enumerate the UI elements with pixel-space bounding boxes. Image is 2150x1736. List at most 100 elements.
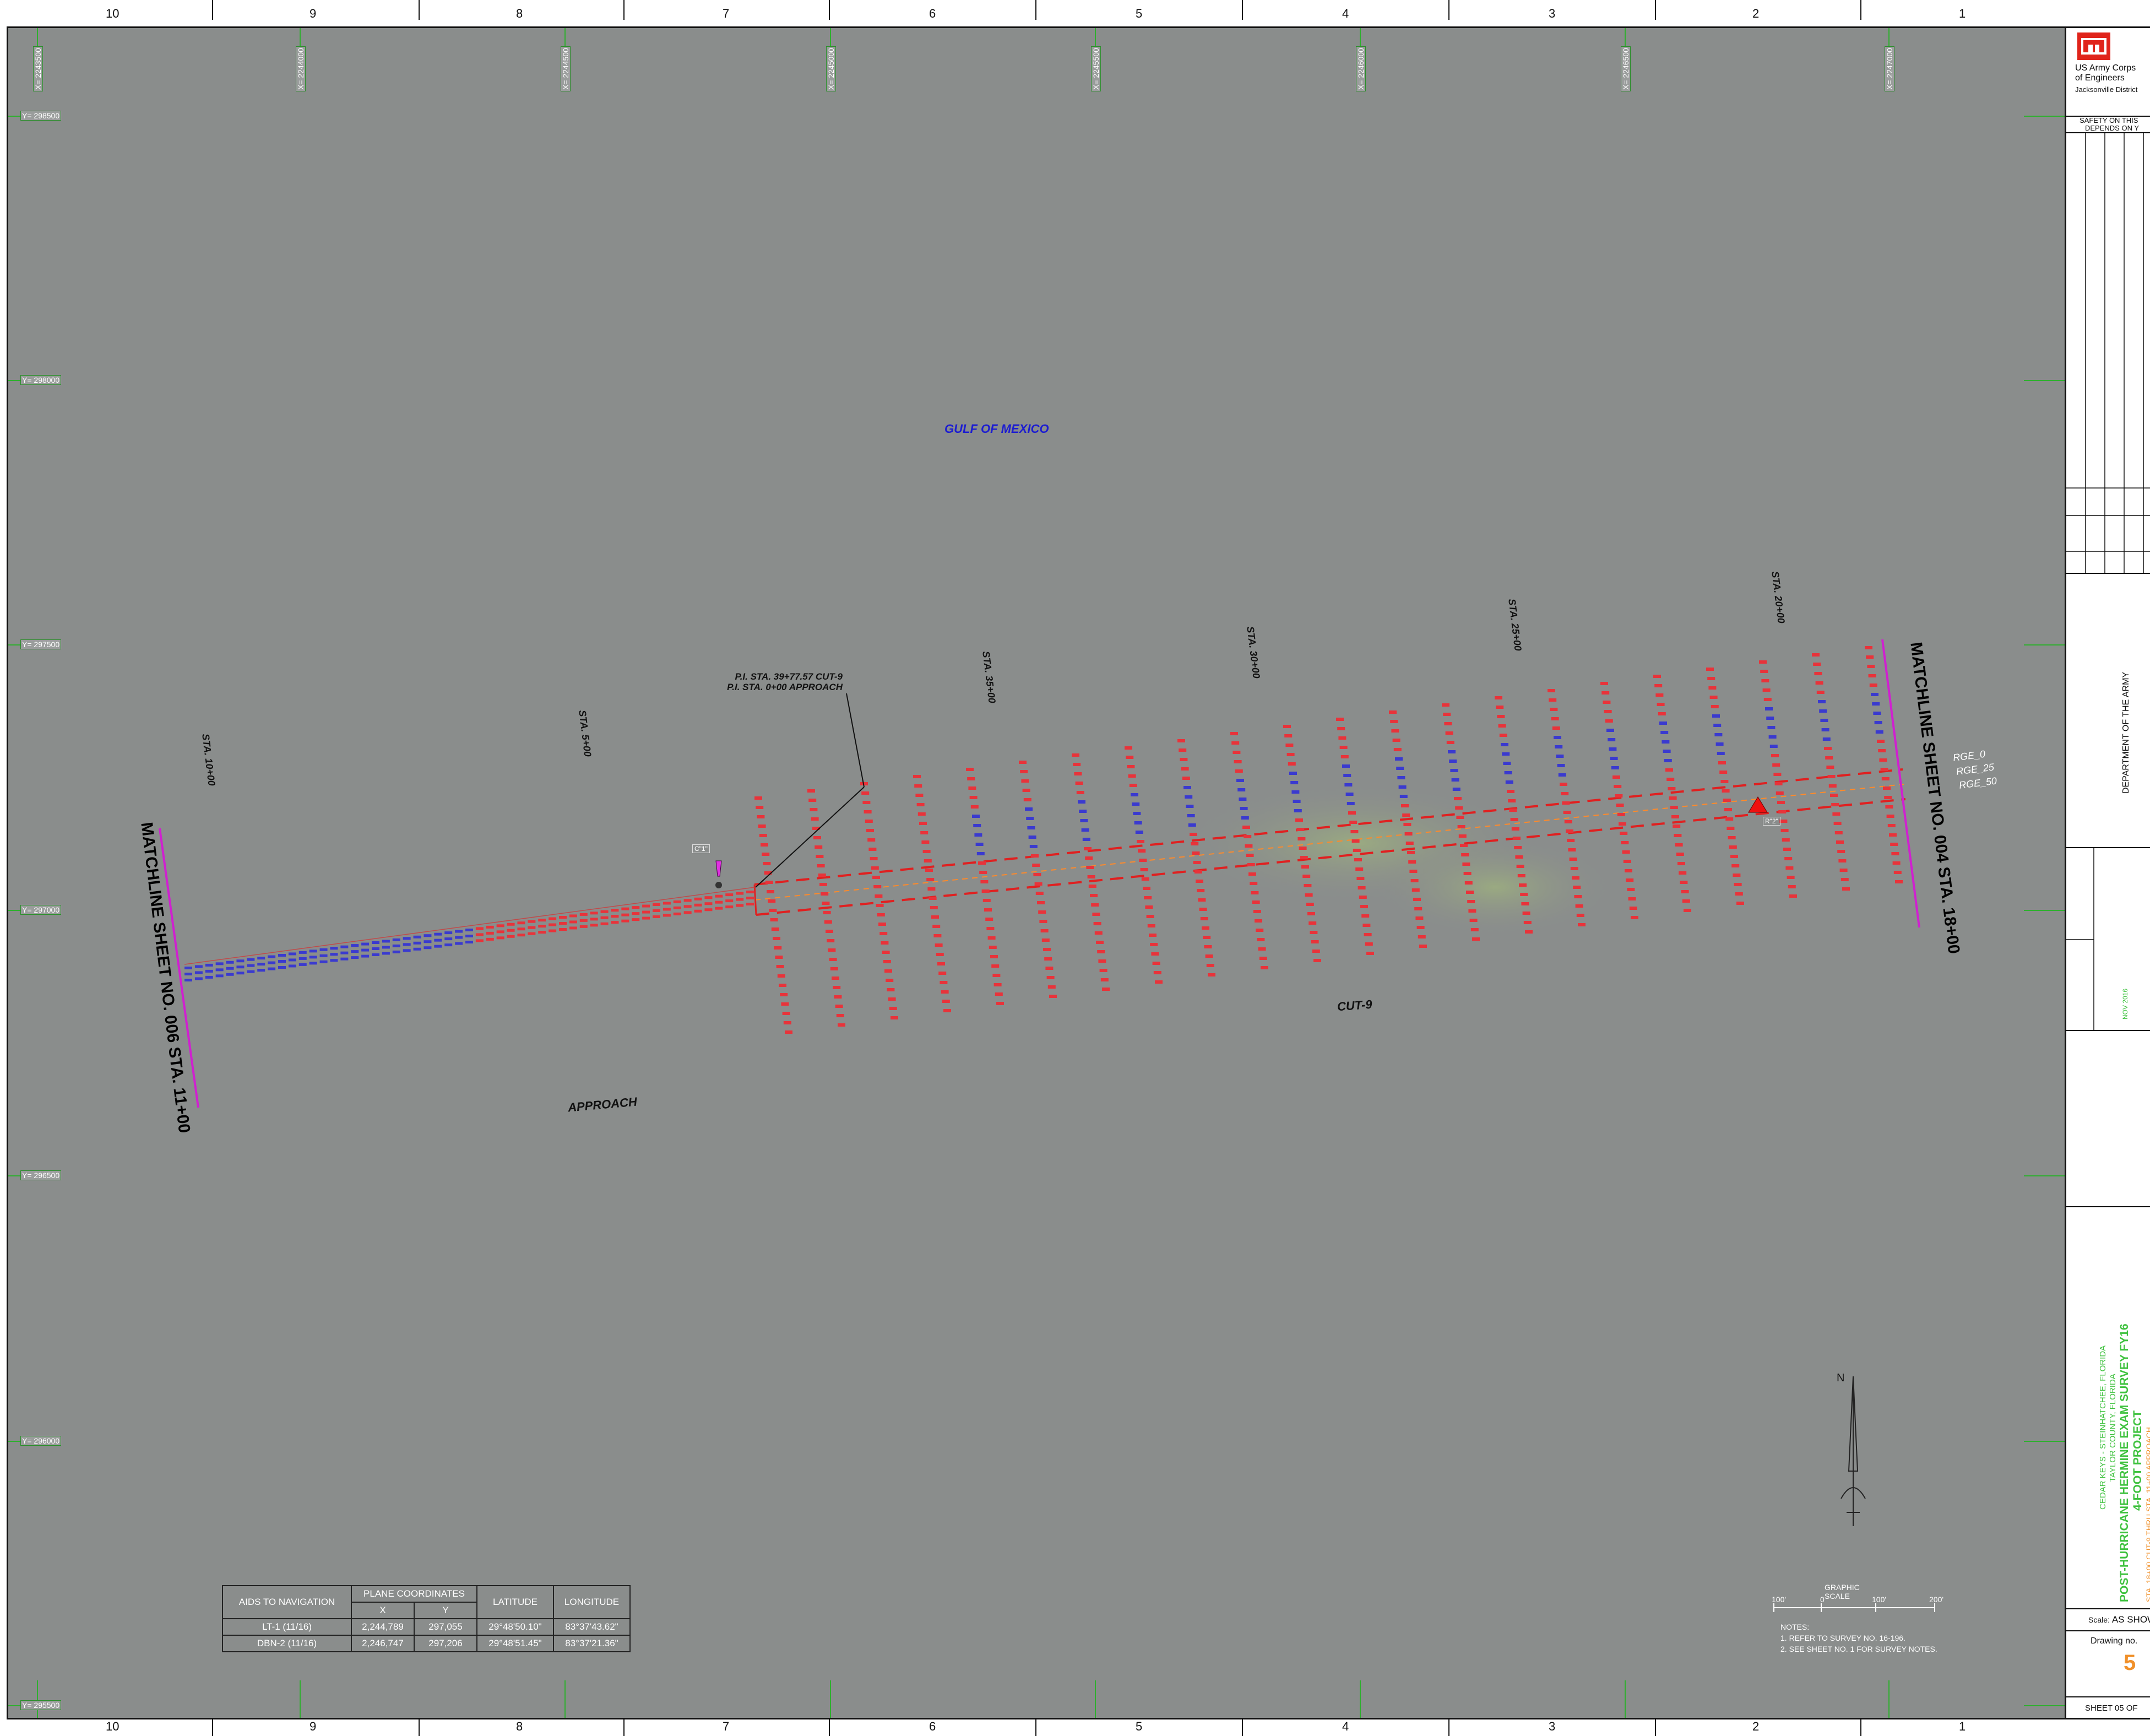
sounding-mark xyxy=(1519,883,1527,887)
sounding-mark xyxy=(1446,741,1454,744)
sounding-mark xyxy=(1390,720,1398,723)
sounding-mark xyxy=(929,897,937,900)
sounding-mark xyxy=(392,938,400,941)
sounding-mark xyxy=(559,928,567,931)
sounding-mark xyxy=(1765,707,1773,710)
sounding-mark xyxy=(1138,849,1146,853)
sounding-mark xyxy=(642,910,650,914)
sounding-mark xyxy=(549,917,557,920)
sounding-mark xyxy=(1085,856,1093,860)
sounding-mark xyxy=(1714,733,1723,736)
sounding-mark xyxy=(920,831,929,834)
y-grid-label: Y= 298500 xyxy=(20,111,62,121)
sounding-mark xyxy=(979,871,987,874)
sounding-mark xyxy=(1246,854,1254,857)
sounding-mark xyxy=(1359,896,1367,899)
sounding-mark xyxy=(1663,750,1671,753)
sounding-mark xyxy=(1617,813,1625,816)
sounding-mark xyxy=(1496,706,1504,709)
sounding-mark xyxy=(1875,730,1883,734)
scale-tick: 0 xyxy=(1820,1595,1825,1604)
sounding-mark xyxy=(1356,877,1365,880)
sounding-mark xyxy=(538,919,546,922)
sounding-mark xyxy=(1509,809,1517,812)
sounding-mark xyxy=(517,927,525,931)
sounding-mark xyxy=(215,962,224,965)
matchline-left-line xyxy=(159,828,199,1108)
sounding-mark xyxy=(1043,948,1051,951)
sounding-mark xyxy=(783,1021,791,1024)
sounding-mark xyxy=(1310,931,1318,934)
sounding-mark xyxy=(872,876,880,879)
sounding-mark xyxy=(1724,808,1732,811)
sounding-mark xyxy=(1877,740,1885,743)
sounding-mark xyxy=(1467,900,1475,903)
sounding-mark xyxy=(1815,681,1823,685)
sounding-mark xyxy=(1355,867,1364,871)
sounding-mark xyxy=(1456,816,1464,819)
th-lat: LATITUDE xyxy=(476,1585,554,1619)
sounding-mark xyxy=(1151,952,1159,956)
pi-leader xyxy=(846,693,865,788)
sounding-mark xyxy=(764,871,772,875)
sounding-mark xyxy=(1866,655,1874,659)
sounding-mark xyxy=(913,775,921,778)
sounding-mark xyxy=(496,924,504,927)
sounding-mark xyxy=(1495,696,1502,699)
sounding-mark xyxy=(808,799,817,802)
sounding-mark xyxy=(1574,895,1582,898)
sounding-mark xyxy=(372,953,379,956)
sounding-mark xyxy=(1722,789,1730,793)
sounding-mark xyxy=(1090,894,1098,897)
sounding-mark xyxy=(757,815,765,818)
sounding-mark xyxy=(1147,924,1155,927)
sounding-mark xyxy=(1730,855,1738,858)
sounding-mark xyxy=(876,904,884,907)
sounding-mark xyxy=(683,899,692,902)
zone-divider xyxy=(1860,1716,1861,1736)
sounding-mark xyxy=(424,934,432,937)
sounding-mark xyxy=(1666,778,1675,781)
sounding-mark xyxy=(833,986,841,989)
cell-x: 2,246,747 xyxy=(351,1635,415,1652)
sounding-mark xyxy=(972,815,980,818)
sounding-mark xyxy=(969,796,978,799)
sounding-mark xyxy=(761,843,768,847)
sounding-mark xyxy=(886,979,894,982)
title-block-lines xyxy=(2066,32,2150,1697)
sounding-mark xyxy=(538,925,546,928)
sounding-mark xyxy=(1457,825,1465,828)
x-grid-label: X= 2246000 xyxy=(1356,46,1366,91)
sounding-mark xyxy=(1712,714,1720,718)
sounding-mark xyxy=(475,927,484,930)
sounding-mark xyxy=(941,990,949,994)
sounding-mark xyxy=(1312,950,1320,953)
sounding-mark xyxy=(821,892,829,896)
sounding-mark xyxy=(746,903,754,905)
sounding-mark xyxy=(194,977,203,980)
zone-number: 9 xyxy=(310,1719,317,1733)
sounding-mark xyxy=(1826,766,1834,769)
sounding-mark xyxy=(756,806,764,809)
sounding-mark xyxy=(1837,850,1845,853)
sounding-mark xyxy=(940,981,948,984)
sounding-mark xyxy=(1729,845,1737,849)
sounding-mark xyxy=(382,946,390,949)
zone-number: 9 xyxy=(310,7,317,20)
scale-tick: 200' xyxy=(1929,1595,1944,1604)
sounding-mark xyxy=(1620,832,1628,835)
sounding-mark xyxy=(1027,826,1035,829)
sounding-mark xyxy=(1839,869,1848,872)
sounding-mark xyxy=(1510,818,1518,821)
sounding-mark xyxy=(1455,806,1463,810)
sounding-mark xyxy=(978,861,986,865)
sounding-mark xyxy=(392,944,400,947)
sounding-mark xyxy=(704,896,713,899)
sounding-mark xyxy=(1549,698,1557,702)
title-block: US Army Corps of Engineers Jacksonville … xyxy=(2065,26,2150,1719)
sounding-mark xyxy=(642,904,650,908)
sounding-mark xyxy=(1604,710,1612,713)
graphic-scale-title: GRAPHIC SCALE xyxy=(1825,1583,1860,1601)
zone-number: 2 xyxy=(1752,1719,1760,1733)
sounding-mark xyxy=(434,945,442,948)
